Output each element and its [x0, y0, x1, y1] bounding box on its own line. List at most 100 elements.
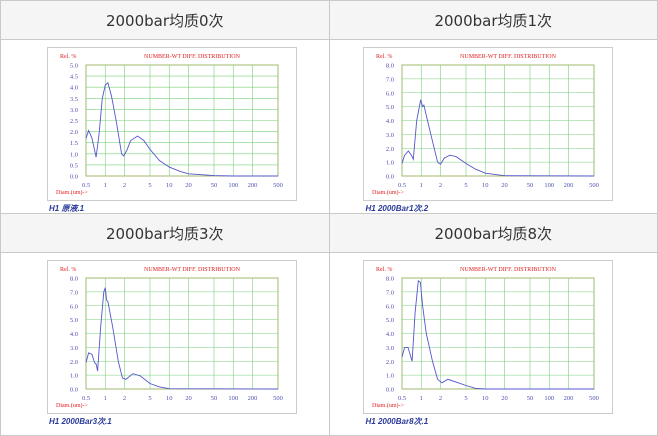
- chart-cell: 0.5 1 2 5 10 20 50 100 200 500 0.0 1.0 2.0 3.0 4.0 5.0 6…: [0, 252, 330, 436]
- x-tick-label: 10: [482, 395, 489, 402]
- y-tick-label: 0.5: [70, 162, 78, 169]
- y-tick-label: 3.5: [70, 96, 78, 103]
- y-tick-label: 4.0: [70, 331, 78, 338]
- y-tick-label: 1.5: [70, 140, 78, 147]
- y-tick-label: 7.0: [385, 76, 393, 83]
- y-axis-label: Rel. %: [60, 54, 76, 60]
- x-tick-label: 500: [589, 395, 599, 402]
- x-tick-label: 20: [185, 182, 192, 189]
- y-tick-label: 0.0: [70, 387, 78, 394]
- y-tick-label: 1.0: [70, 373, 78, 380]
- chart-title: NUMBER-WT DIFF. DISTRIBUTION: [144, 54, 241, 60]
- y-tick-label: 3.0: [385, 345, 393, 352]
- y-tick-label: 0.0: [70, 174, 78, 181]
- x-tick-label: 100: [228, 395, 238, 402]
- y-tick-label: 4.0: [385, 331, 393, 338]
- distribution-chart: 0.5 1 2 5 10 20 50 100 200 500 0.0 0.5 1.0 1.5 2.0 2.5 3…: [56, 54, 283, 196]
- x-axis-label: Diam.(um)->: [372, 189, 404, 196]
- chart-caption: H1 2000Bar1次.2: [365, 204, 429, 213]
- distribution-chart: 0.5 1 2 5 10 20 50 100 200 500 0.0 1.0 2.0 3.0 4.0 5.0 6…: [56, 267, 283, 409]
- y-axis-label: Rel. %: [60, 267, 76, 273]
- x-tick-label: 1: [419, 395, 422, 402]
- y-tick-label: 4.0: [385, 118, 393, 125]
- x-tick-label: 10: [166, 395, 173, 402]
- y-tick-label: 6.0: [385, 90, 393, 97]
- y-tick-label: 1.0: [385, 373, 393, 380]
- y-tick-label: 2.0: [385, 146, 393, 153]
- y-tick-label: 8.0: [385, 276, 393, 283]
- chart-caption: H1 原液.1: [49, 204, 85, 213]
- chart-cell: 0.5 1 2 5 10 20 50 100 200 500 0.0 0.5 1.0 1.5 2.0 2.5 3…: [0, 39, 330, 214]
- x-tick-label: 20: [185, 395, 192, 402]
- y-tick-label: 6.0: [70, 303, 78, 310]
- chart-title: NUMBER-WT DIFF. DISTRIBUTION: [144, 267, 241, 273]
- y-axis-label: Rel. %: [376, 54, 392, 60]
- x-tick-label: 200: [563, 182, 573, 189]
- x-tick-label: 50: [211, 182, 218, 189]
- chart-caption: H1 2000Bar8次.1: [365, 417, 429, 426]
- distribution-curve: [85, 81, 278, 177]
- x-tick-label: 10: [166, 182, 173, 189]
- chart-title: NUMBER-WT DIFF. DISTRIBUTION: [460, 267, 557, 273]
- y-tick-label: 3.0: [385, 132, 393, 139]
- y-tick-label: 8.0: [70, 276, 78, 283]
- x-tick-label: 100: [228, 182, 238, 189]
- y-tick-label: 5.0: [385, 317, 393, 324]
- y-tick-label: 3.0: [70, 107, 78, 114]
- y-tick-label: 5.0: [70, 63, 78, 70]
- y-tick-label: 1.0: [70, 151, 78, 158]
- x-tick-label: 1: [104, 395, 107, 402]
- y-tick-label: 2.0: [70, 129, 78, 136]
- y-tick-label: 5.0: [385, 104, 393, 111]
- x-tick-label: 0.5: [82, 395, 90, 402]
- x-tick-label: 5: [464, 182, 467, 189]
- x-tick-label: 2: [438, 182, 441, 189]
- cell-heading: 2000bar均质0次: [0, 0, 330, 40]
- x-axis-label: Diam.(um)->: [56, 402, 88, 409]
- cell-heading: 2000bar均质8次: [328, 213, 658, 253]
- x-tick-label: 500: [273, 395, 283, 402]
- x-tick-label: 1: [104, 182, 107, 189]
- x-tick-label: 0.5: [397, 395, 405, 402]
- x-tick-label: 50: [211, 395, 218, 402]
- y-axis-label: Rel. %: [376, 267, 392, 273]
- chart-cell: 0.5 1 2 5 10 20 50 100 200 500 0.0 1.0 2.0 3.0 4.0 5.0 6…: [328, 252, 658, 436]
- y-tick-label: 8.0: [385, 63, 393, 70]
- y-tick-label: 2.0: [70, 359, 78, 366]
- distribution-curve: [401, 280, 594, 390]
- x-tick-label: 5: [148, 182, 151, 189]
- x-tick-label: 0.5: [82, 182, 90, 189]
- x-tick-label: 200: [248, 182, 258, 189]
- y-tick-label: 0.0: [385, 387, 393, 394]
- y-tick-label: 3.0: [70, 345, 78, 352]
- x-tick-label: 200: [563, 395, 573, 402]
- cell-heading: 2000bar均质3次: [0, 213, 330, 253]
- x-tick-label: 500: [589, 182, 599, 189]
- x-tick-label: 2: [438, 395, 441, 402]
- x-tick-label: 20: [501, 182, 508, 189]
- y-tick-label: 2.5: [70, 118, 78, 125]
- distribution-curve: [401, 99, 594, 177]
- x-tick-label: 200: [248, 395, 258, 402]
- y-tick-label: 5.0: [70, 317, 78, 324]
- distribution-curve: [85, 287, 279, 390]
- y-tick-label: 6.0: [385, 303, 393, 310]
- chart-title: NUMBER-WT DIFF. DISTRIBUTION: [460, 54, 557, 60]
- y-tick-label: 7.0: [385, 289, 393, 296]
- x-tick-label: 5: [148, 395, 151, 402]
- distribution-chart: 0.5 1 2 5 10 20 50 100 200 500 0.0 1.0 2.0 3.0 4.0 5.0 6…: [372, 267, 599, 409]
- x-tick-label: 50: [526, 395, 533, 402]
- y-tick-label: 0.0: [385, 174, 393, 181]
- x-tick-label: 100: [544, 395, 554, 402]
- y-tick-label: 4.0: [70, 85, 78, 92]
- x-tick-label: 10: [482, 182, 489, 189]
- cell-heading: 2000bar均质1次: [328, 0, 658, 40]
- x-tick-label: 50: [526, 182, 533, 189]
- x-tick-label: 0.5: [397, 182, 405, 189]
- x-tick-label: 500: [273, 182, 283, 189]
- x-tick-label: 2: [123, 182, 126, 189]
- y-tick-label: 2.0: [385, 359, 393, 366]
- y-tick-label: 1.0: [385, 160, 393, 167]
- x-tick-label: 2: [123, 395, 126, 402]
